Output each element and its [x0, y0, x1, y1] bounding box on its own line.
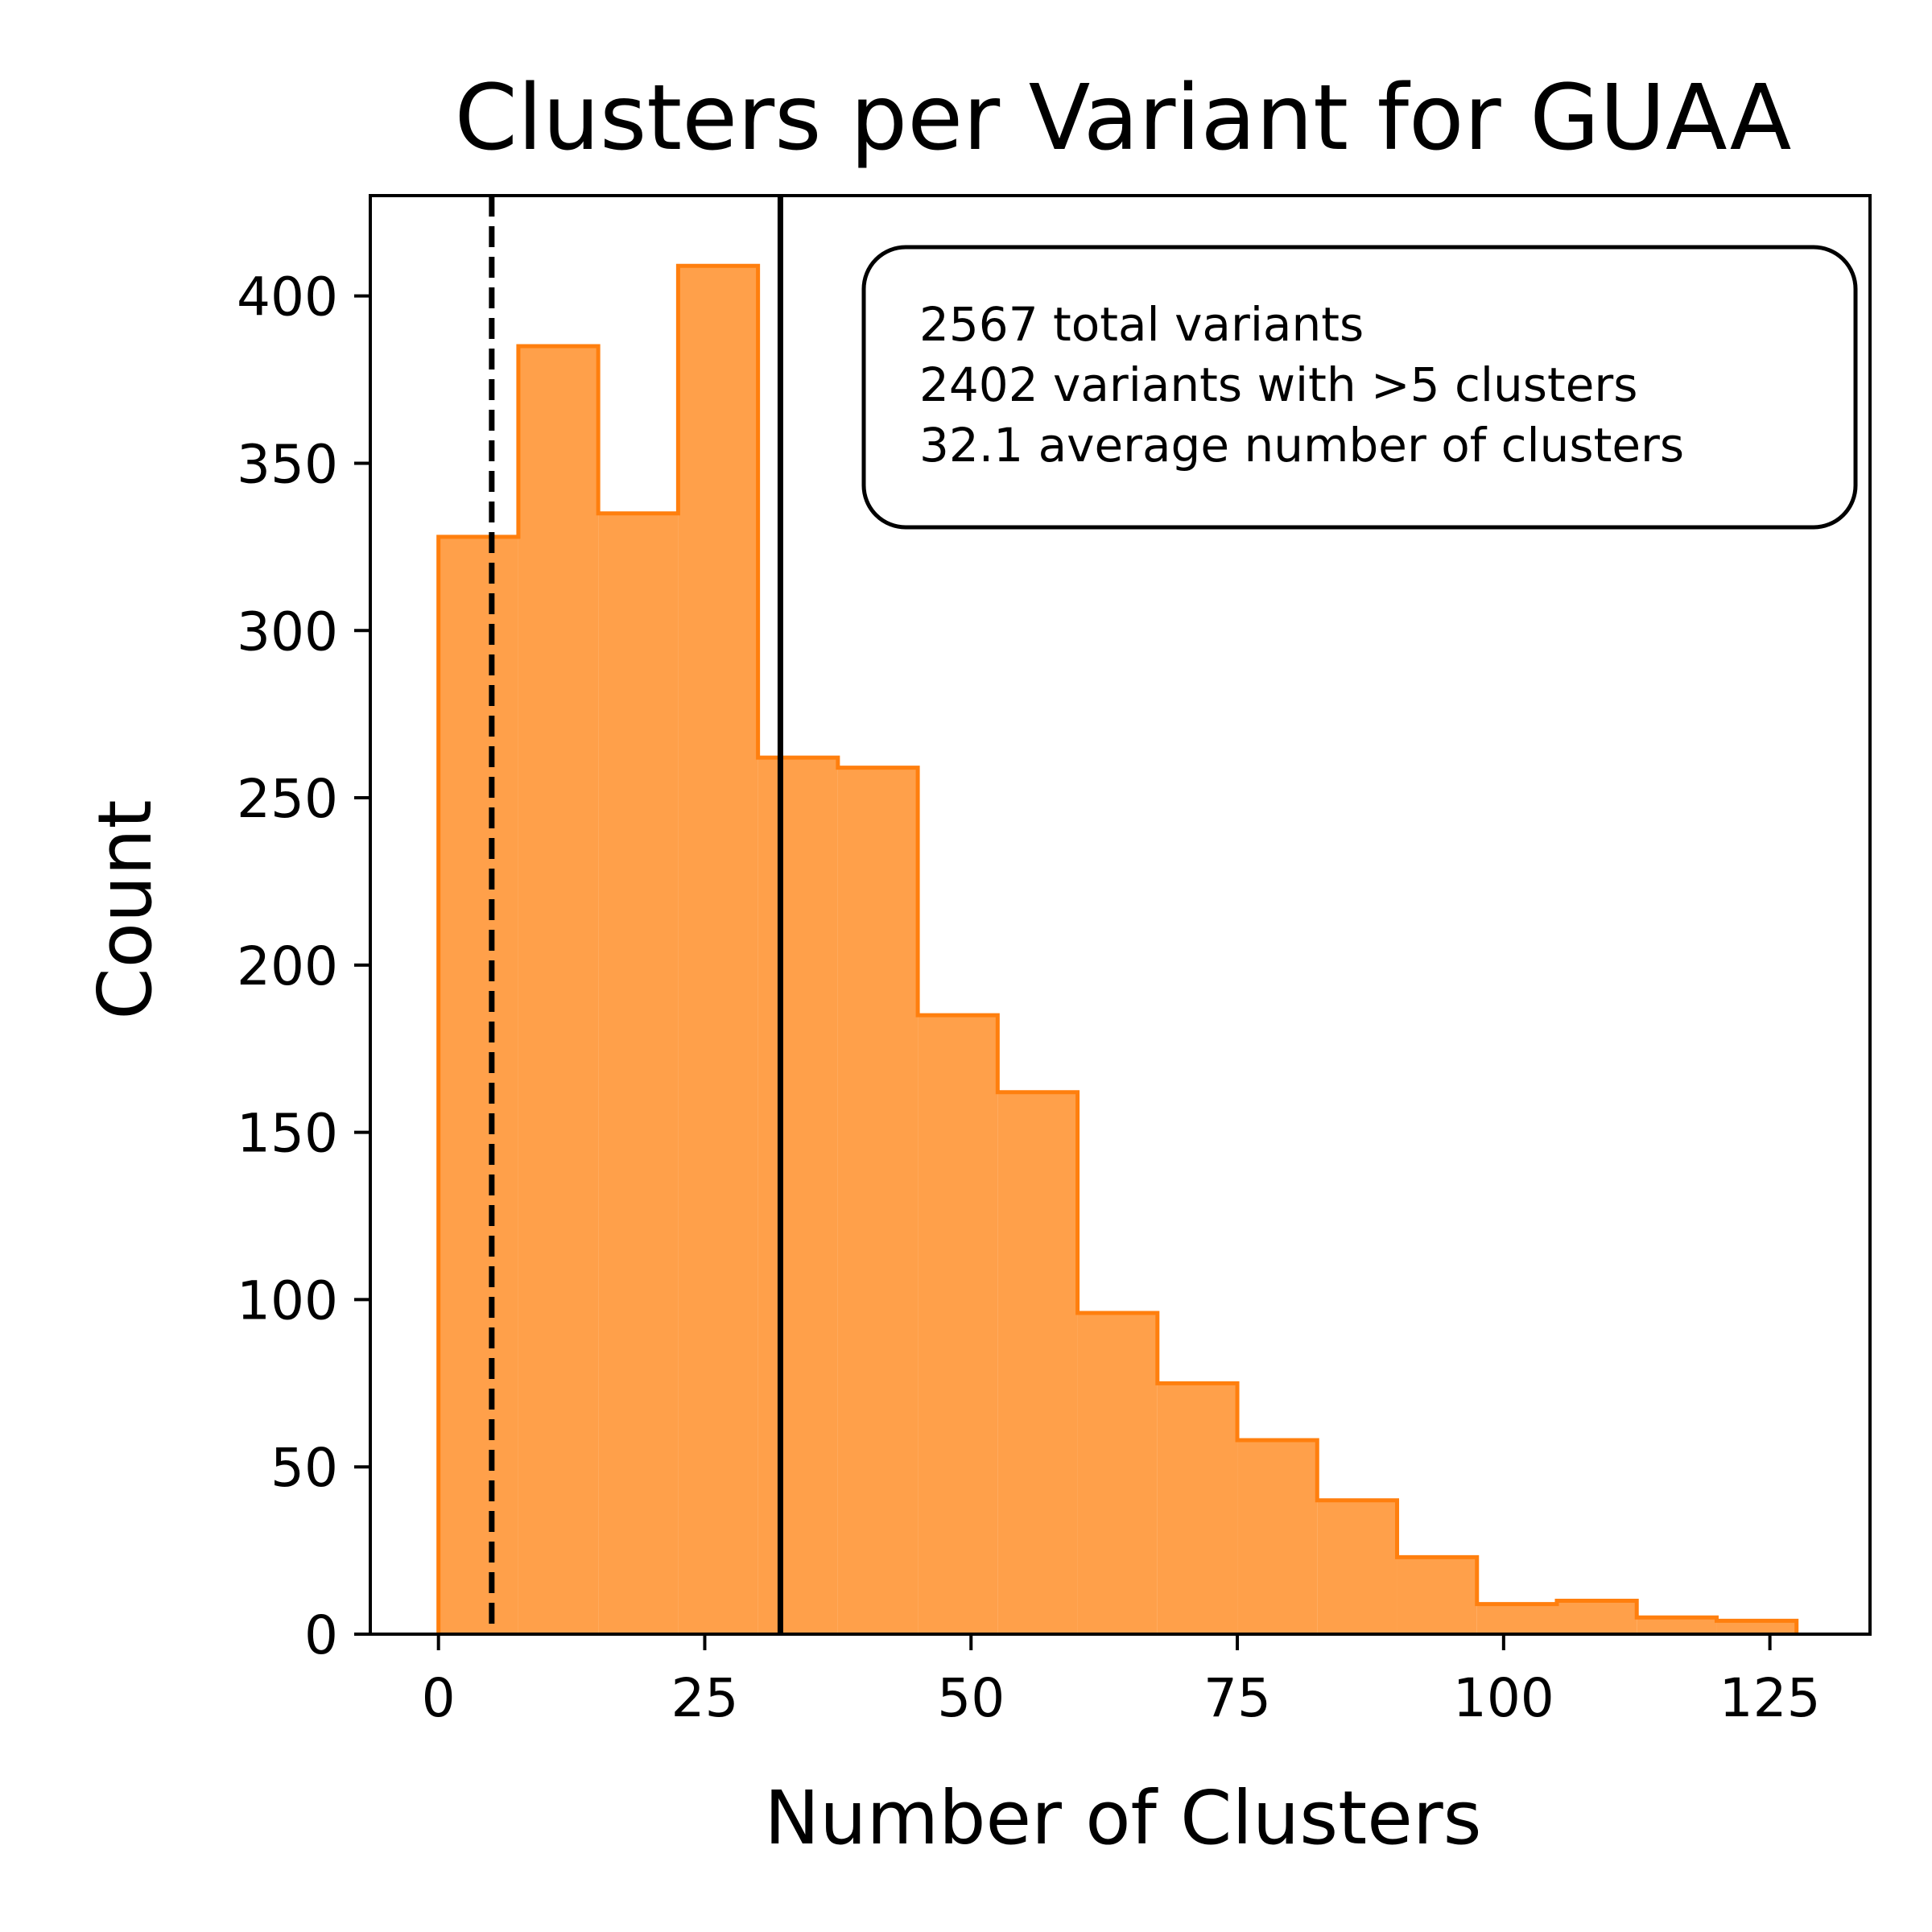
histogram-bar — [837, 767, 919, 1634]
x-axis-label: Number of Clusters — [764, 1775, 1481, 1861]
y-tick-label: 400 — [237, 266, 338, 328]
x-tick-label: 100 — [1453, 1667, 1554, 1729]
histogram-bar — [1397, 1557, 1477, 1634]
y-tick-label: 200 — [237, 935, 338, 997]
y-tick-label: 350 — [237, 433, 338, 495]
plot-frame — [369, 194, 1872, 1636]
histogram-bar — [1157, 1383, 1238, 1634]
histogram-bar — [1317, 1500, 1397, 1634]
stats-total-variants: 2567 total variants — [919, 297, 1364, 352]
y-tick-label: 0 — [304, 1604, 338, 1666]
y-axis: 0 50 100 150 200 250 300 350 400 — [237, 266, 370, 1666]
x-tick-label: 0 — [422, 1667, 456, 1729]
histogram-bar — [438, 536, 518, 1634]
histogram-bars — [436, 263, 1799, 1635]
x-tick-label: 25 — [671, 1667, 738, 1729]
histogram-bar — [598, 513, 679, 1635]
histogram-bar — [1556, 1600, 1637, 1634]
histogram-bar — [1077, 1313, 1158, 1634]
x-tick-label: 75 — [1203, 1667, 1271, 1729]
reference-lines — [489, 196, 783, 1634]
stats-box-frame — [861, 245, 1858, 530]
histogram-bar — [1716, 1620, 1797, 1634]
histogram-bar — [918, 1015, 998, 1634]
x-tick-label: 125 — [1719, 1667, 1821, 1729]
y-tick-label: 50 — [270, 1437, 338, 1499]
histogram-bar — [1637, 1617, 1717, 1634]
histogram-bar — [758, 758, 838, 1634]
x-tick-label: 50 — [937, 1667, 1005, 1729]
histogram-bar — [997, 1092, 1078, 1634]
histogram-bar — [1237, 1439, 1318, 1634]
plot-area — [369, 194, 1872, 1636]
stats-variants-over-threshold: 2402 variants with >5 clusters — [919, 357, 1637, 412]
y-tick-label: 100 — [237, 1269, 338, 1331]
y-tick-label: 250 — [237, 768, 338, 830]
y-tick-label: 300 — [237, 601, 338, 663]
histogram-bar — [678, 266, 758, 1634]
histogram-outline — [436, 263, 1799, 1634]
histogram-bar — [518, 346, 599, 1635]
stats-average-clusters: 32.1 average number of clusters — [919, 418, 1684, 473]
histogram-bar — [1476, 1604, 1557, 1634]
stats-box: 2567 total variants 2402 variants with >… — [861, 245, 1858, 530]
chart-title: Clusters per Variant for GUAA — [455, 66, 1792, 171]
y-tick-label: 150 — [237, 1103, 338, 1165]
x-axis: 0 25 50 75 100 125 — [422, 1634, 1821, 1729]
y-axis-label: Count — [82, 799, 168, 1019]
